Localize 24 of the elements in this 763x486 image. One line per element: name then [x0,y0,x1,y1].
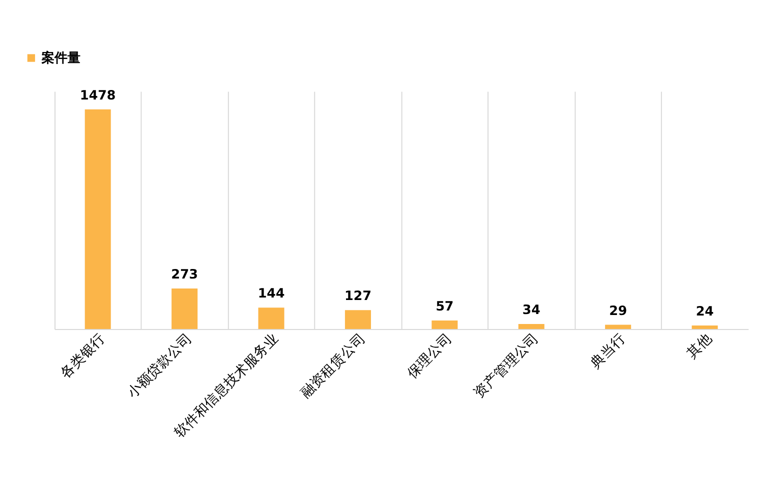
x-tick-label: 各类银行 [57,330,108,382]
data-label: 273 [171,268,198,283]
data-label: 57 [436,300,454,315]
bar [692,325,718,330]
bar [518,324,544,330]
bar [172,288,198,330]
bar [258,308,284,330]
data-label: 127 [344,289,372,304]
x-tick-label: 小额贷款公司 [124,330,196,402]
bar [432,320,458,330]
x-tick-label: 典当行 [588,330,629,372]
data-label: 144 [258,286,285,302]
data-label: 1478 [80,88,116,104]
x-tick-label: 融资租赁公司 [298,330,368,402]
data-label: 24 [696,304,714,320]
data-label: 29 [609,304,628,319]
bar [84,109,111,330]
legend-label: 案件量 [40,50,81,66]
data-label: 34 [522,303,540,318]
bar [344,310,371,330]
x-tick-label: 保理公司 [404,330,456,382]
x-tick-label: 其他 [684,330,716,362]
x-tick-label: 资产管理公司 [471,330,542,402]
bar [605,324,632,330]
